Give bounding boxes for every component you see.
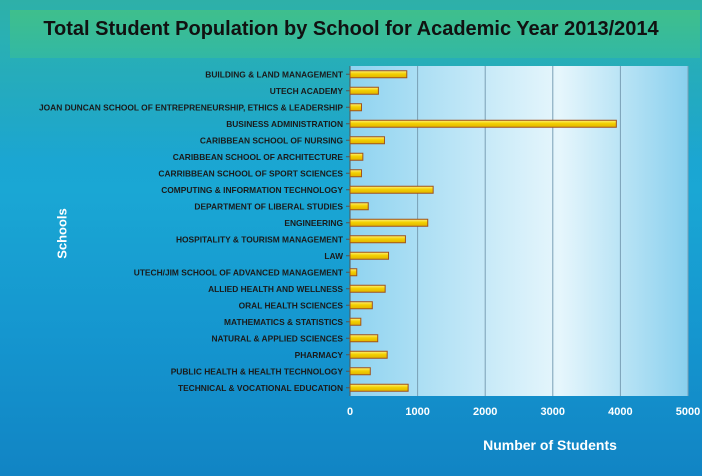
bar [349,317,362,326]
bar [349,218,429,227]
category-label: TECHNICAL & VOCATIONAL EDUCATION [178,383,343,393]
category-label: BUILDING & LAND MANAGEMENT [205,69,344,79]
x-tick-label: 3000 [541,406,565,418]
bar [349,367,371,376]
category-label: ENGINEERING [284,218,343,228]
category-label: UTECH/JIM SCHOOL OF ADVANCED MANAGEMENT [134,267,344,277]
bar [349,334,379,343]
x-tick-label: 4000 [608,406,632,418]
category-label: ORAL HEALTH SCIENCES [239,300,344,310]
category-label: BUSINESS ADMINISTRATION [226,119,343,129]
category-label: PHARMACY [295,350,344,360]
bar [349,251,390,260]
x-axis-title: Number of Students [483,437,617,453]
chart-title: Total Student Population by School for A… [43,18,659,40]
category-label: CARIBBEAN SCHOOL OF NURSING [200,135,343,145]
category-label: CARIBBEAN SCHOOL OF ARCHITECTURE [173,152,344,162]
category-label: UTECH ACADEMY [270,86,344,96]
bar [349,86,379,95]
category-label: MATHEMATICS & STATISTICS [224,317,343,327]
category-label: JOAN DUNCAN SCHOOL OF ENTREPRENEURSHIP, … [39,102,343,112]
bar [349,136,385,145]
title-banner [10,10,700,58]
category-label: HOSPITALITY & TOURISM MANAGEMENT [176,234,344,244]
x-tick-label: 2000 [473,406,497,418]
category-label: PUBLIC HEALTH & HEALTH TECHNOLOGY [171,366,344,376]
bar [349,119,617,128]
x-tick-label: 0 [347,406,353,418]
category-label: ALLIED HEALTH AND WELLNESS [208,284,343,294]
bar [349,284,386,293]
category-label: LAW [324,251,343,261]
y-axis-title: Schools [54,208,70,259]
bar [349,383,409,392]
bar [349,268,358,277]
x-tick-label: 1000 [405,406,429,418]
bar [349,235,406,244]
bar [349,350,388,359]
bar [349,103,362,112]
x-tick-label: 5000 [676,406,700,418]
category-label: NATURAL & APPLIED SCIENCES [211,333,343,343]
bar [349,301,373,310]
category-label: COMPUTING & INFORMATION TECHNOLOGY [161,185,343,195]
bar [349,152,364,161]
category-label: DEPARTMENT OF LIBERAL STUDIES [194,201,343,211]
bar [349,202,369,211]
bar [349,185,434,194]
bar [349,169,362,178]
plot-area [350,66,688,396]
category-label: CARRIBBEAN SCHOOL OF SPORT SCIENCES [158,168,343,178]
bar [349,70,408,79]
